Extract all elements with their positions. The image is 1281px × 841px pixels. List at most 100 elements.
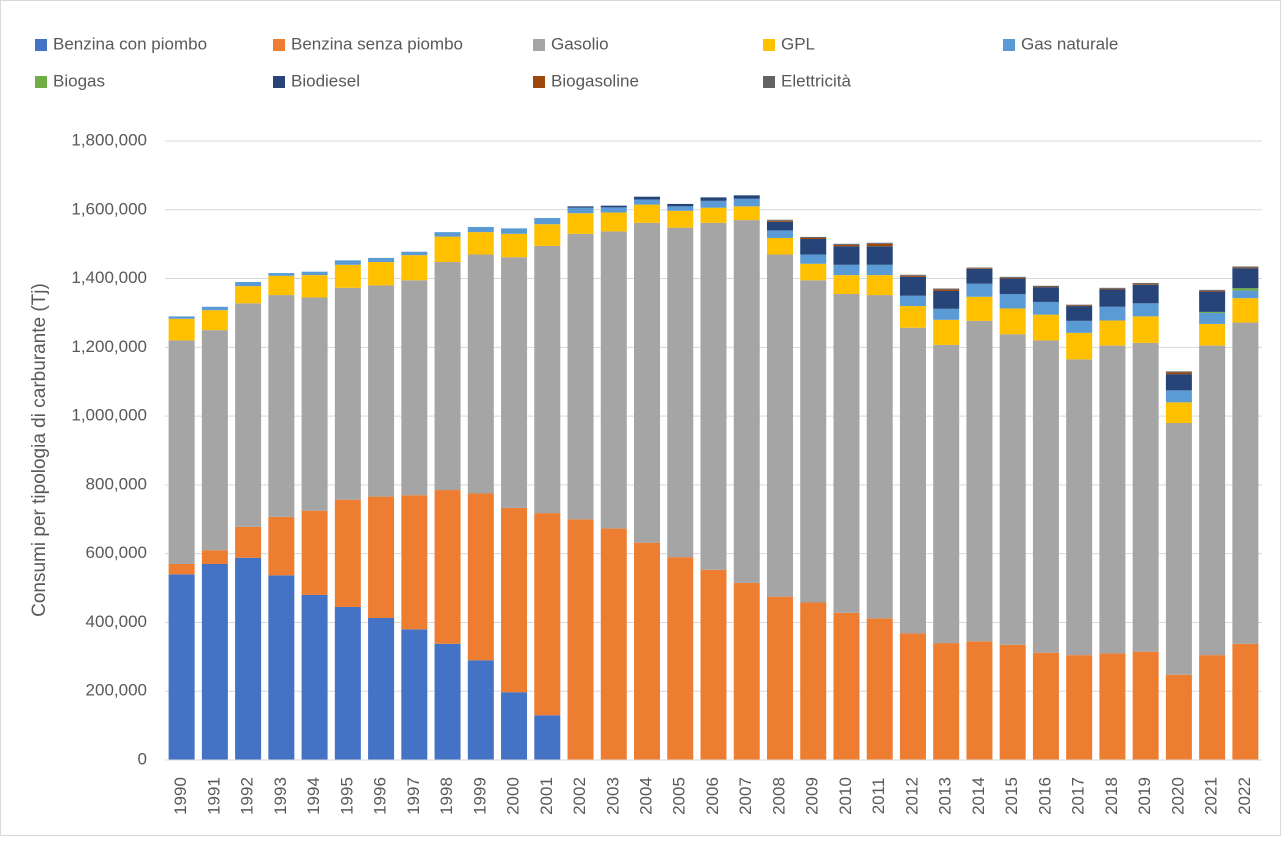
bar-segment — [933, 308, 960, 320]
y-tick-label: 1,600,000 — [71, 199, 147, 218]
bar-segment — [634, 222, 661, 543]
x-tick-label: 1996 — [371, 777, 390, 815]
bar-segment — [368, 285, 395, 497]
bar-segment — [700, 207, 727, 223]
bar-segment — [933, 319, 960, 345]
bar-segment — [833, 243, 860, 245]
legend-swatch — [273, 76, 285, 88]
x-tick-label: 2018 — [1102, 777, 1121, 815]
bar-segment — [966, 320, 993, 642]
x-tick-label: 2019 — [1135, 777, 1154, 815]
x-tick-label: 2020 — [1168, 777, 1187, 815]
bar-segment — [434, 236, 461, 263]
bar-segment — [334, 606, 361, 760]
y-tick-label: 1,400,000 — [71, 268, 147, 287]
bar-segment — [1165, 374, 1192, 391]
bar-segment — [766, 220, 793, 222]
bar-segment — [301, 297, 328, 511]
bar-segment — [235, 286, 262, 304]
x-tick-label: 1997 — [404, 777, 423, 815]
bar-segment — [899, 327, 926, 634]
legend-swatch — [35, 76, 47, 88]
bar-segment — [1199, 323, 1226, 346]
x-tick-label: 2013 — [936, 777, 955, 815]
bar-segment — [534, 513, 561, 716]
x-tick-label: 2001 — [537, 777, 556, 815]
bar-segment — [966, 267, 993, 269]
bar-segment — [999, 644, 1026, 760]
bar-segment — [467, 660, 494, 760]
bar-segment — [1066, 655, 1093, 760]
bar-segment — [301, 275, 328, 298]
bar-segment — [866, 618, 893, 760]
bar-segment — [1099, 287, 1126, 289]
bar-segment — [1066, 332, 1093, 360]
bar-segment — [600, 231, 627, 529]
x-tick-label: 1994 — [304, 777, 323, 815]
bar-segment — [733, 206, 760, 221]
bar-segment — [766, 221, 793, 231]
bar-segment — [1199, 311, 1226, 313]
bar-segment — [866, 242, 893, 244]
legend-swatch — [763, 76, 775, 88]
bar-segment — [700, 200, 727, 208]
x-tick-label: 2008 — [769, 777, 788, 815]
bar-segment — [235, 557, 262, 760]
bar-segment — [301, 594, 328, 760]
bar-segment — [434, 643, 461, 760]
bar-segment — [1032, 301, 1059, 315]
bar-segment — [800, 236, 827, 238]
bar-segment — [733, 195, 760, 199]
bar-segment — [268, 273, 295, 276]
bar-segment — [235, 303, 262, 527]
x-tick-label: 2015 — [1002, 777, 1021, 815]
bar-segment — [401, 255, 428, 281]
x-tick-label: 2014 — [969, 777, 988, 815]
bar-segment — [501, 257, 528, 508]
bar-segment — [1066, 304, 1093, 306]
bar-segment — [1132, 651, 1159, 760]
bar-segment — [766, 596, 793, 760]
bar-segment — [634, 204, 661, 223]
bar-segment — [1232, 288, 1259, 291]
bar-segment — [501, 233, 528, 258]
bar-segment — [434, 490, 461, 644]
bar-segment — [866, 264, 893, 276]
bar-segment — [1099, 288, 1126, 290]
bar-segment — [168, 316, 195, 319]
x-tick-label: 2016 — [1035, 777, 1054, 815]
bar-segment — [1165, 372, 1192, 375]
legend-label: Gas naturale — [1021, 34, 1118, 53]
bar-segment — [401, 251, 428, 256]
bar-segment — [600, 207, 627, 213]
y-tick-label: 600,000 — [86, 543, 147, 562]
bar-segment — [567, 206, 594, 208]
bar-segment — [301, 510, 328, 595]
bar-segment — [1099, 653, 1126, 760]
bar-segment — [800, 254, 827, 264]
bar-segment — [534, 224, 561, 246]
bar-segment — [833, 275, 860, 295]
bar-segment — [501, 507, 528, 693]
bar-segment — [401, 280, 428, 496]
bar-segment — [667, 227, 694, 558]
bar-segment — [534, 218, 561, 225]
legend-label: Benzina con piombo — [53, 34, 207, 53]
bar-segment — [1132, 342, 1159, 652]
bar-segment — [1066, 306, 1093, 321]
bar-segment — [899, 295, 926, 307]
bar-segment — [1232, 322, 1259, 644]
x-tick-label: 2005 — [670, 777, 689, 815]
bar-segment — [600, 212, 627, 232]
bar-segment — [268, 275, 295, 296]
bar-segment — [201, 310, 228, 331]
bar-segment — [534, 245, 561, 514]
bar-segment — [1099, 345, 1126, 654]
y-tick-label: 400,000 — [86, 612, 147, 631]
bar-segment — [999, 277, 1026, 279]
bar-segment — [467, 226, 494, 233]
bar-segment — [301, 271, 328, 276]
bar-segment — [168, 318, 195, 341]
bar-segment — [899, 275, 926, 277]
